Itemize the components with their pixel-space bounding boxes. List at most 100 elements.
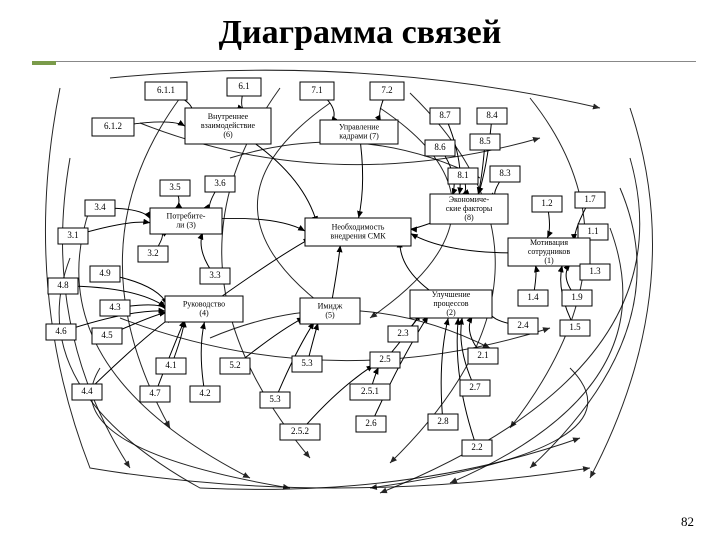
svg-text:2.5.2: 2.5.2 [291, 426, 309, 436]
svg-text:1.3: 1.3 [589, 266, 601, 276]
node-4.9: 4.9 [90, 266, 120, 282]
node-uluch2: Улучшениепроцессов(2) [410, 290, 492, 318]
svg-text:(8): (8) [464, 213, 474, 222]
node-2.7: 2.7 [460, 380, 490, 396]
svg-text:1.7: 1.7 [584, 194, 596, 204]
node-2.6: 2.6 [356, 416, 386, 432]
node-3.4: 3.4 [85, 200, 115, 216]
node-1.2: 1.2 [532, 196, 562, 212]
svg-text:4.4: 4.4 [81, 386, 93, 396]
svg-text:7.1: 7.1 [311, 85, 322, 95]
svg-text:1.4: 1.4 [527, 292, 539, 302]
svg-text:4.8: 4.8 [57, 280, 69, 290]
svg-text:5.2: 5.2 [229, 360, 240, 370]
svg-text:ские факторы: ские факторы [446, 204, 493, 213]
node-6.1.1: 6.1.1 [145, 82, 187, 100]
svg-text:6.1.1: 6.1.1 [157, 85, 175, 95]
node-4.6: 4.6 [46, 324, 76, 340]
svg-text:Имидж: Имидж [318, 301, 343, 310]
accent-rule [56, 61, 696, 62]
svg-text:Управление: Управление [339, 122, 380, 131]
svg-text:(1): (1) [544, 256, 554, 265]
svg-text:Необходимость: Необходимость [332, 222, 385, 231]
svg-text:4.3: 4.3 [109, 302, 121, 312]
svg-text:5.3: 5.3 [301, 358, 313, 368]
node-8.4: 8.4 [477, 108, 507, 124]
node-2.1: 2.1 [468, 348, 498, 364]
node-4.2: 4.2 [190, 386, 220, 402]
svg-text:(2): (2) [446, 308, 456, 317]
svg-text:2.4: 2.4 [517, 320, 529, 330]
svg-text:4.9: 4.9 [99, 268, 111, 278]
page-title: Диаграмма связей [0, 14, 720, 52]
node-8.3: 8.3 [490, 166, 520, 182]
svg-text:8.4: 8.4 [486, 110, 498, 120]
svg-text:4.1: 4.1 [165, 360, 176, 370]
node-7.1: 7.1 [300, 82, 334, 100]
svg-text:3.6: 3.6 [214, 178, 226, 188]
node-8.5: 8.5 [470, 134, 500, 150]
svg-text:2.1: 2.1 [477, 350, 488, 360]
svg-text:Улучшение: Улучшение [432, 290, 471, 299]
node-1.3: 1.3 [580, 264, 610, 280]
svg-text:8.6: 8.6 [434, 142, 446, 152]
node-6.1.2: 6.1.2 [92, 118, 134, 136]
svg-text:2.7: 2.7 [469, 382, 481, 392]
node-4.5: 4.5 [92, 328, 122, 344]
node-2.2: 2.2 [462, 440, 492, 456]
svg-text:2.2: 2.2 [471, 442, 482, 452]
node-5.2b: 5.2 [220, 358, 250, 374]
node-1.9: 1.9 [562, 290, 592, 306]
svg-text:(6): (6) [223, 130, 233, 139]
svg-text:6.1: 6.1 [238, 81, 249, 91]
node-motiv1: Мотивациясотрудников(1) [508, 238, 590, 266]
node-8.7: 8.7 [430, 108, 460, 124]
node-ruk4: Руководство(4) [165, 296, 243, 322]
svg-text:2.6: 2.6 [365, 418, 377, 428]
node-4.7: 4.7 [140, 386, 170, 402]
svg-text:6.1.2: 6.1.2 [104, 121, 122, 131]
svg-text:1.9: 1.9 [571, 292, 583, 302]
node-2.5: 2.5 [370, 352, 400, 368]
svg-text:внедрения СМК: внедрения СМК [330, 231, 386, 240]
svg-text:8.1: 8.1 [457, 170, 468, 180]
node-6.1: 6.1 [227, 78, 261, 96]
svg-text:Мотивация: Мотивация [530, 238, 568, 247]
node-1.5: 1.5 [560, 320, 590, 336]
node-int6: Внутреннеевзаимодействие(6) [185, 108, 271, 144]
node-2.5.2: 2.5.2 [280, 424, 320, 440]
svg-text:кадрами (7): кадрами (7) [339, 131, 379, 140]
svg-text:Руководство: Руководство [183, 299, 225, 308]
node-neob: Необходимостьвнедрения СМК [305, 218, 411, 246]
svg-text:ли (3): ли (3) [176, 220, 196, 229]
node-3.2: 3.2 [138, 246, 168, 262]
node-2.5.1: 2.5.1 [350, 384, 390, 400]
svg-text:3.4: 3.4 [94, 202, 106, 212]
svg-text:5.3: 5.3 [269, 394, 281, 404]
node-3.5: 3.5 [160, 180, 190, 196]
node-7.2: 7.2 [370, 82, 404, 100]
node-4.3a: 4.3 [100, 300, 130, 316]
svg-text:3.1: 3.1 [67, 230, 78, 240]
svg-text:1.2: 1.2 [541, 198, 552, 208]
node-kadr7: Управлениекадрами (7) [320, 120, 398, 144]
node-1.4: 1.4 [518, 290, 548, 306]
svg-text:Экономиче-: Экономиче- [449, 195, 490, 204]
node-imidzh5: Имидж(5) [300, 298, 360, 324]
svg-text:1.1: 1.1 [587, 226, 598, 236]
page-number: 82 [681, 514, 694, 530]
accent-bar [32, 61, 56, 65]
svg-text:взаимодействие: взаимодействие [201, 121, 256, 130]
node-1.7: 1.7 [575, 192, 605, 208]
node-3.1: 3.1 [58, 228, 88, 244]
svg-text:2.5: 2.5 [379, 354, 391, 364]
relations-diagram: 6.1.1 6.1 7.1 7.2 6.1.2 Внутреннеевзаимодейст… [30, 68, 690, 508]
svg-text:4.7: 4.7 [149, 388, 161, 398]
svg-text:Внутреннее: Внутреннее [208, 112, 249, 121]
node-5.3b: 5.3 [260, 392, 290, 408]
svg-text:8.7: 8.7 [439, 110, 451, 120]
node-3.6: 3.6 [205, 176, 235, 192]
node-4.1: 4.1 [156, 358, 186, 374]
svg-text:4.6: 4.6 [55, 326, 67, 336]
node-8.6: 8.6 [425, 140, 455, 156]
